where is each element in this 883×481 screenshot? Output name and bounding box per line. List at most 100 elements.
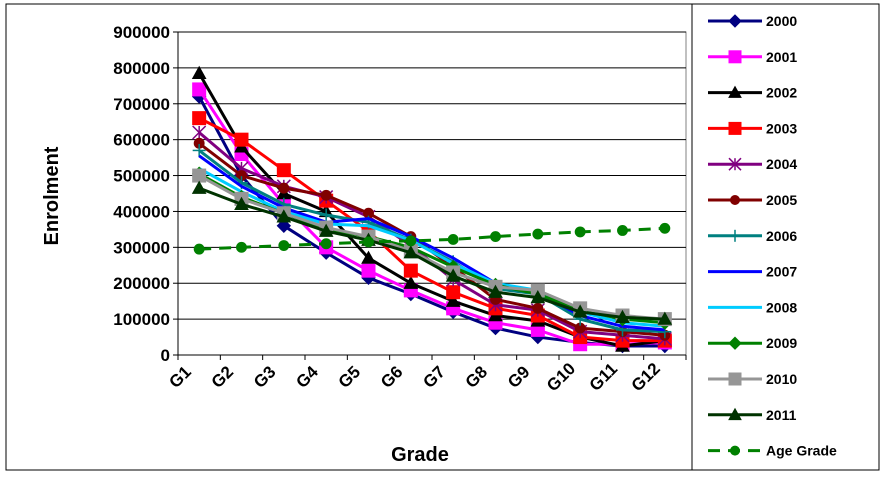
legend-label: 2006	[766, 228, 797, 244]
data-point	[657, 311, 673, 325]
y-tick-label: 400000	[113, 202, 170, 221]
data-point	[532, 302, 544, 314]
legend-label: 2004	[766, 156, 797, 172]
series-2011	[191, 180, 673, 325]
data-point	[659, 222, 671, 234]
data-point	[532, 228, 544, 240]
legend-label: 2001	[766, 49, 797, 65]
legend-label: 2000	[766, 13, 797, 29]
data-point	[490, 231, 501, 243]
y-tick-label: 200000	[113, 274, 170, 293]
series-line	[198, 174, 665, 321]
data-point	[192, 82, 207, 97]
data-point	[728, 50, 742, 64]
y-tick-label: 300000	[113, 238, 170, 257]
data-point	[319, 208, 333, 222]
data-point	[276, 163, 291, 178]
x-axis-title: Grade	[391, 444, 449, 466]
data-point	[191, 65, 207, 79]
data-point	[615, 309, 630, 324]
data-point	[318, 223, 334, 237]
data-point	[728, 407, 742, 421]
legend-label: 2007	[766, 264, 797, 280]
data-point	[193, 243, 205, 255]
data-point	[192, 168, 207, 183]
legend-label: 2005	[766, 192, 797, 208]
data-point	[320, 238, 332, 250]
series-line	[199, 226, 665, 251]
legend-entry: 2000	[708, 13, 797, 29]
legend-entry: Age Grade	[708, 443, 837, 459]
series-age-grade	[193, 222, 671, 255]
legend-entry: 2002	[708, 85, 797, 101]
data-point	[572, 304, 588, 318]
data-point	[617, 225, 628, 236]
y-tick-label: 600000	[113, 131, 170, 150]
data-point	[445, 268, 461, 282]
data-point	[445, 293, 461, 307]
data-point	[361, 250, 376, 264]
y-tick-label: 800000	[113, 59, 170, 78]
legend-entry: 2007	[708, 264, 797, 280]
y-axis-title: Enrolment	[41, 146, 63, 245]
data-point	[320, 189, 332, 201]
y-tick-label: 700000	[113, 95, 170, 114]
data-point	[447, 233, 459, 245]
data-point	[729, 229, 741, 242]
legend-entry: 2005	[708, 192, 797, 208]
data-point	[728, 372, 742, 386]
series-line	[198, 186, 665, 321]
legend-label: 2011	[766, 407, 797, 423]
legend-entry: 2008	[708, 299, 797, 315]
legend-label: 2008	[766, 299, 797, 315]
data-point	[728, 157, 742, 171]
data-point	[730, 195, 740, 205]
data-point	[488, 284, 503, 298]
data-point	[728, 336, 742, 350]
data-point	[276, 218, 292, 234]
data-point	[361, 263, 376, 278]
legend-entry: 2001	[708, 49, 797, 65]
legend-label: 2002	[766, 85, 797, 101]
data-point	[403, 263, 418, 278]
y-tick-label: 900000	[113, 23, 170, 42]
data-point	[363, 236, 374, 248]
data-point	[276, 209, 292, 223]
legend-label: Age Grade	[766, 443, 837, 459]
data-point	[446, 285, 461, 300]
legend-entry: 2004	[708, 156, 797, 172]
data-point	[728, 85, 742, 98]
data-point	[530, 290, 546, 304]
legend-label: 2010	[766, 371, 797, 387]
data-point	[192, 111, 207, 126]
y-tick-label: 0	[161, 346, 170, 365]
data-point	[730, 445, 740, 456]
legend-label: 2009	[766, 335, 797, 351]
data-point	[405, 235, 417, 247]
series-line	[197, 88, 665, 346]
data-point	[191, 180, 207, 194]
legend-entry: 2003	[708, 120, 797, 136]
data-point	[236, 241, 247, 253]
data-point	[192, 125, 207, 140]
series-line	[198, 116, 665, 343]
legend-entry: 2011	[708, 407, 797, 423]
data-point	[278, 182, 290, 194]
data-point	[234, 196, 249, 210]
data-point	[728, 121, 742, 135]
legend-entry: 2009	[708, 335, 797, 351]
data-point	[574, 226, 586, 238]
legend-entry: 2006	[708, 228, 797, 244]
data-point	[403, 245, 419, 259]
y-tick-label: 100000	[113, 310, 170, 329]
legend-entry: 2010	[708, 371, 797, 387]
data-point	[728, 14, 742, 28]
legend-label: 2003	[766, 120, 797, 136]
y-tick-label: 500000	[113, 167, 170, 186]
data-point	[234, 132, 249, 147]
data-point	[192, 143, 206, 157]
data-point	[403, 275, 419, 289]
data-point	[278, 240, 290, 251]
